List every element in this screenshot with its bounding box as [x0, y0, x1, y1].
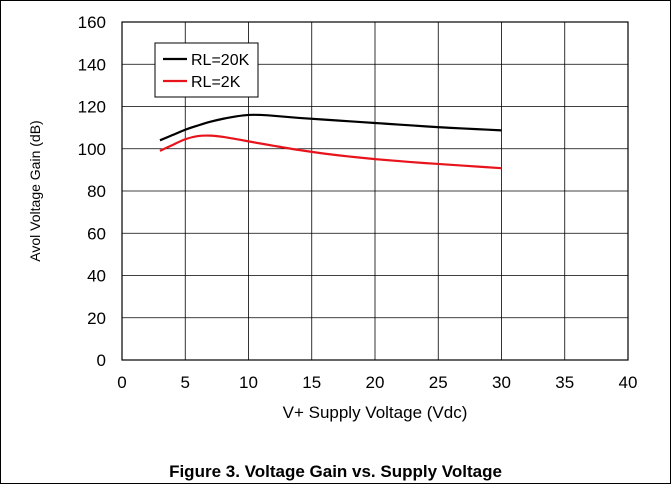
y-tick-label: 40: [87, 267, 106, 286]
legend-box: [154, 42, 259, 98]
x-tick-label: 0: [117, 373, 126, 392]
y-tick-labels: 0 20 40 60 80 100 120 140 160: [78, 13, 106, 370]
y-tick-label: 0: [97, 351, 106, 370]
y-tick-label: 20: [87, 309, 106, 328]
x-tick-label: 20: [366, 373, 385, 392]
y-axis-label: Avol Voltage Gain (dB): [27, 120, 43, 261]
x-tick-labels: 0 5 10 15 20 25 30 35 40: [117, 373, 637, 392]
x-axis-label: V+ Supply Voltage (Vdc): [283, 403, 468, 422]
x-tick-label: 30: [492, 373, 511, 392]
series-lines: [159, 113, 502, 170]
x-tick-label: 40: [619, 373, 638, 392]
y-tick-label: 60: [87, 224, 106, 243]
legend-label: RL=20K: [191, 52, 250, 69]
x-tick-label: 10: [239, 373, 258, 392]
legend: RL=20K RL=2K: [154, 42, 259, 98]
x-tick-label: 25: [429, 373, 448, 392]
y-tick-label: 100: [78, 140, 106, 159]
series-line-rl-20k: [159, 113, 502, 142]
x-tick-label: 35: [555, 373, 574, 392]
series-line-rl-2k: [159, 134, 502, 170]
legend-label: RL=2K: [191, 74, 241, 91]
x-tick-label: 5: [181, 373, 190, 392]
figure-caption: Figure 3. Voltage Gain vs. Supply Voltag…: [169, 462, 502, 481]
y-tick-label: 80: [87, 182, 106, 201]
y-tick-label: 160: [78, 13, 106, 32]
plot-area: [121, 21, 629, 361]
y-tick-label: 140: [78, 55, 106, 74]
y-tick-label: 120: [78, 98, 106, 117]
x-tick-label: 15: [302, 373, 321, 392]
